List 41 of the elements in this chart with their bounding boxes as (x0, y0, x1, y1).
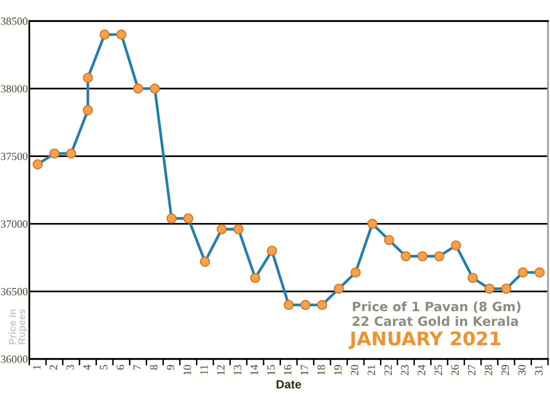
x-tick-label: 13 (234, 364, 242, 375)
y-tick-label: 36500 (1, 288, 28, 296)
x-axis-title: Date (276, 380, 302, 389)
x-tick-label: 17 (300, 364, 308, 375)
x-tick-label: 18 (317, 364, 325, 375)
x-tick-label: 9 (166, 365, 174, 370)
y-tick-label: 36000 (1, 356, 28, 363)
x-tick-label: 11 (200, 365, 208, 374)
x-tick-label: 2 (50, 365, 58, 370)
x-tick-label: 1 (33, 365, 40, 370)
x-tick-label: 23 (401, 364, 409, 376)
x-tick-label: 22 (384, 365, 392, 376)
x-tick-label: 6 (116, 364, 124, 370)
x-tick-label: 25 (434, 364, 442, 376)
annotation: JANUARY 2021 (348, 331, 500, 349)
x-tick-label: 21 (368, 365, 375, 376)
text: Price of 1 Pavan (8 Gm) (352, 301, 520, 313)
x-tick-label: 19 (334, 365, 342, 375)
y-tick-label: 37000 (1, 220, 28, 228)
y-tick-label: 38000 (1, 85, 28, 93)
x-tick-label: 30 (518, 364, 526, 376)
x-tick-label: 12 (217, 365, 224, 375)
x-tick-label: 3 (66, 364, 74, 370)
x-tick-label: 24 (418, 364, 426, 376)
x-tick-label: 26 (451, 364, 459, 376)
x-tick-label: 5 (100, 364, 108, 370)
x-tick-label: 29 (501, 365, 509, 376)
text: 22 Carat Gold in Kerala (352, 316, 518, 326)
x-tick-label: 20 (350, 364, 358, 376)
y-tick-label: 38500 (1, 18, 28, 25)
x-tick-label: 8 (150, 364, 158, 370)
x-tick-label: 27 (468, 364, 476, 376)
x-tick-label: 15 (267, 364, 275, 375)
x-tick-label: 4 (83, 364, 91, 370)
x-tick-label: 16 (284, 364, 292, 375)
x-tick-label: 31 (534, 365, 542, 376)
x-tick-label: 28 (484, 364, 492, 376)
x-tick-label: 14 (250, 364, 258, 375)
y-tick-label: 37500 (1, 152, 28, 160)
x-tick-label: 7 (133, 364, 141, 370)
x-tick-label: 10 (184, 364, 192, 375)
